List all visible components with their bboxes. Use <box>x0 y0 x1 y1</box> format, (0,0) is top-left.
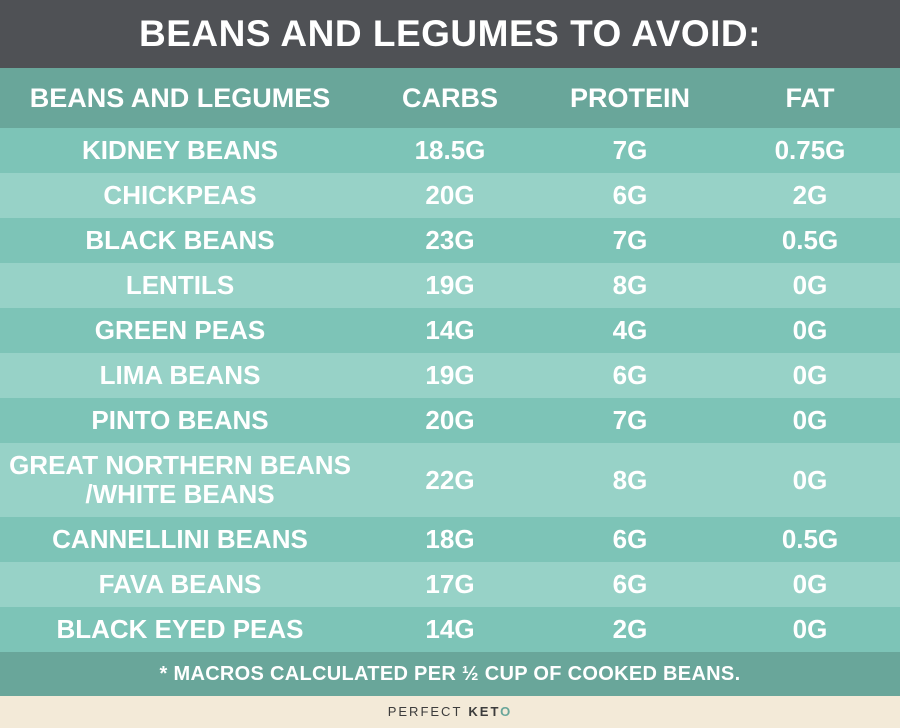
cell-name: FAVA BEANS <box>0 570 360 599</box>
cell-fat: 0G <box>792 315 828 345</box>
cell-carbs: 14G <box>425 315 475 345</box>
cell-protein: 6G <box>612 360 648 390</box>
cell-protein: 2G <box>612 614 648 644</box>
table-row: GREAT NORTHERN BEANS/WHITE BEANS 22G 8G 0G <box>0 443 900 517</box>
cell-carbs: 14G <box>425 614 475 644</box>
cell-name: CHICKPEAS <box>0 181 360 210</box>
brand-keto-main: KET <box>468 704 501 719</box>
table-row: KIDNEY BEANS 18.5G 7G 0.75G <box>0 128 900 173</box>
cell-protein: 7G <box>612 405 648 435</box>
table-row: BLACK EYED PEAS 14G 2G 0G <box>0 607 900 652</box>
cell-name: LENTILS <box>0 271 360 300</box>
footnote-bar: * MACROS CALCULATED PER ½ CUP OF COOKED … <box>0 652 900 696</box>
cell-name-line: CANNELLINI BEANS <box>52 524 308 554</box>
cell-name: BLACK BEANS <box>0 226 360 255</box>
cell-carbs: 22G <box>425 464 475 495</box>
brand-word-keto: KETO <box>468 704 512 719</box>
cell-fat: 0G <box>792 614 828 644</box>
cell-name-line: BLACK BEANS <box>85 225 275 255</box>
cell-name-line: /WHITE BEANS <box>85 479 275 509</box>
header-fat: FAT <box>785 82 835 113</box>
table-row: PINTO BEANS 20G 7G 0G <box>0 398 900 443</box>
title-bar: BEANS AND LEGUMES TO AVOID: <box>0 0 900 68</box>
cell-protein: 7G <box>612 225 648 255</box>
cell-name-line: GREEN PEAS <box>94 315 266 345</box>
table-row: LENTILS 19G 8G 0G <box>0 263 900 308</box>
cell-name: BLACK EYED PEAS <box>0 615 360 644</box>
cell-carbs: 18.5G <box>414 135 486 165</box>
cell-protein: 8G <box>612 464 648 495</box>
cell-name-line: LENTILS <box>125 270 235 300</box>
cell-name-line: GREAT NORTHERN BEANS <box>9 450 351 480</box>
table-row: GREEN PEAS 14G 4G 0G <box>0 308 900 353</box>
cell-name: GREEN PEAS <box>0 316 360 345</box>
cell-fat: 0G <box>792 569 828 599</box>
table-row: CANNELLINI BEANS 18G 6G 0.5G <box>0 517 900 562</box>
cell-fat: 0.75G <box>774 135 846 165</box>
cell-fat: 0G <box>792 360 828 390</box>
brand-keto-accent: O <box>500 704 513 719</box>
cell-fat: 0G <box>792 405 828 435</box>
cell-name-line: LIMA BEANS <box>99 360 261 390</box>
header-name: BEANS AND LEGUMES <box>29 82 331 113</box>
cell-name-line: CHICKPEAS <box>103 180 257 210</box>
cell-fat: 0.5G <box>781 225 839 255</box>
cell-fat: 0G <box>792 464 828 495</box>
table-row: CHICKPEAS 20G 6G 2G <box>0 173 900 218</box>
cell-protein: 7G <box>612 135 648 165</box>
cell-fat: 0G <box>792 270 828 300</box>
cell-fat: 2G <box>792 180 828 210</box>
footnote: * MACROS CALCULATED PER ½ CUP OF COOKED … <box>159 662 741 685</box>
cell-name: CANNELLINI BEANS <box>0 525 360 554</box>
cell-name-line: KIDNEY BEANS <box>81 135 278 165</box>
cell-name: GREAT NORTHERN BEANS/WHITE BEANS <box>0 451 360 509</box>
cell-name-line: FAVA BEANS <box>98 569 262 599</box>
cell-carbs: 17G <box>425 569 475 599</box>
table-row: BLACK BEANS 23G 7G 0.5G <box>0 218 900 263</box>
cell-name: PINTO BEANS <box>0 406 360 435</box>
cell-protein: 8G <box>612 270 648 300</box>
cell-name-line: PINTO BEANS <box>91 405 269 435</box>
cell-protein: 6G <box>612 180 648 210</box>
brand-bar: PERFECT KETO <box>0 696 900 727</box>
cell-name-line: BLACK EYED PEAS <box>56 614 304 644</box>
page-title: BEANS AND LEGUMES TO AVOID: <box>139 13 761 54</box>
cell-protein: 6G <box>612 524 648 554</box>
brand-word-perfect: PERFECT <box>387 704 463 719</box>
cell-carbs: 20G <box>425 180 475 210</box>
table-body: KIDNEY BEANS 18.5G 7G 0.75G CHICKPEAS 20G 6G 2G… <box>0 128 900 652</box>
cell-protein: 4G <box>612 315 648 345</box>
cell-fat: 0.5G <box>781 524 839 554</box>
table-row: LIMA BEANS 19G 6G 0G <box>0 353 900 398</box>
table-row: FAVA BEANS 17G 6G 0G <box>0 562 900 607</box>
cell-carbs: 23G <box>425 225 475 255</box>
header-protein: PROTEIN <box>569 82 690 113</box>
cell-carbs: 19G <box>425 270 475 300</box>
cell-name: KIDNEY BEANS <box>0 136 360 165</box>
cell-carbs: 19G <box>425 360 475 390</box>
cell-carbs: 20G <box>425 405 475 435</box>
table-header: BEANS AND LEGUMES CARBS PROTEIN FAT <box>0 68 900 128</box>
cell-carbs: 18G <box>425 524 475 554</box>
cell-protein: 6G <box>612 569 648 599</box>
cell-name: LIMA BEANS <box>0 361 360 390</box>
header-carbs: CARBS <box>401 82 498 113</box>
